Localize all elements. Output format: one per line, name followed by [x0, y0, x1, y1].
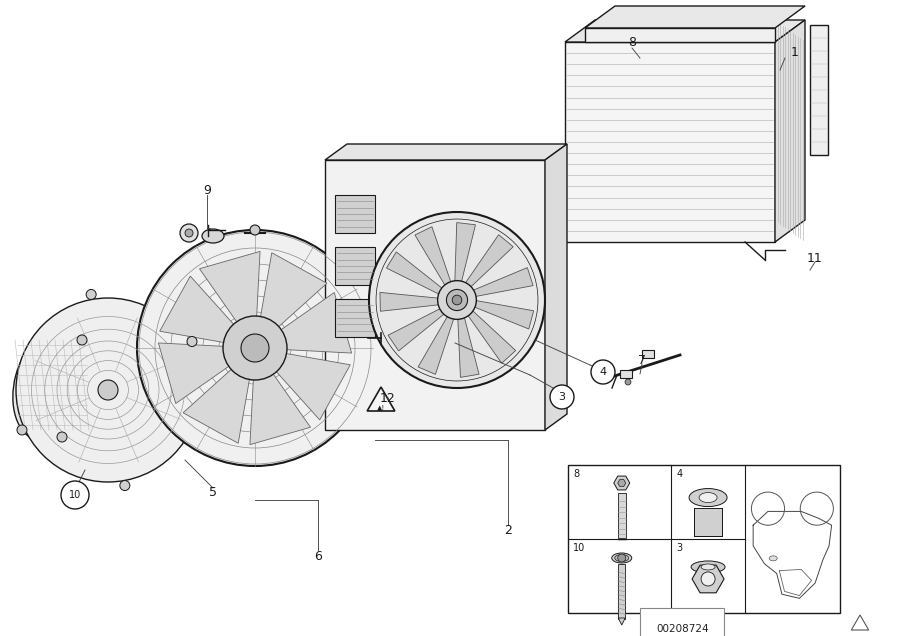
Polygon shape [418, 314, 454, 375]
Circle shape [61, 481, 89, 509]
Polygon shape [158, 343, 229, 403]
Bar [620, 370, 632, 378]
Circle shape [446, 289, 468, 310]
Text: 8: 8 [573, 469, 579, 479]
Circle shape [17, 425, 27, 435]
Polygon shape [325, 160, 545, 430]
Polygon shape [367, 387, 395, 411]
Circle shape [185, 229, 193, 237]
Text: 4: 4 [677, 469, 682, 479]
Polygon shape [617, 480, 626, 487]
Polygon shape [281, 293, 352, 353]
Polygon shape [200, 251, 260, 322]
Circle shape [701, 572, 716, 586]
Ellipse shape [615, 555, 629, 562]
Circle shape [120, 481, 130, 490]
Text: 8: 8 [628, 36, 636, 50]
Polygon shape [325, 144, 567, 160]
Polygon shape [464, 235, 513, 289]
Text: 2: 2 [504, 523, 512, 537]
Polygon shape [335, 247, 375, 285]
Polygon shape [386, 252, 445, 296]
Circle shape [137, 230, 373, 466]
Text: 4: 4 [599, 367, 607, 377]
Polygon shape [276, 354, 350, 420]
Polygon shape [250, 374, 310, 445]
Circle shape [250, 225, 260, 235]
Circle shape [77, 335, 87, 345]
Text: 10: 10 [69, 490, 81, 500]
Polygon shape [585, 6, 805, 28]
Circle shape [591, 360, 615, 384]
Polygon shape [466, 308, 516, 363]
Polygon shape [454, 223, 475, 285]
Text: ▲!: ▲! [377, 404, 385, 410]
Ellipse shape [689, 488, 727, 506]
Text: 1: 1 [791, 46, 799, 59]
Polygon shape [775, 20, 805, 242]
Text: 6: 6 [314, 550, 322, 562]
Circle shape [180, 224, 198, 242]
Circle shape [223, 316, 287, 380]
Bar [568, 465, 840, 613]
Circle shape [57, 432, 67, 442]
Polygon shape [458, 314, 479, 377]
Text: 11: 11 [807, 251, 823, 265]
Circle shape [625, 379, 631, 385]
Ellipse shape [612, 553, 632, 563]
Text: 12: 12 [380, 392, 396, 404]
Ellipse shape [691, 561, 725, 573]
Polygon shape [183, 370, 249, 443]
Ellipse shape [770, 556, 778, 561]
Polygon shape [380, 293, 442, 311]
Polygon shape [810, 25, 828, 155]
Polygon shape [471, 268, 533, 297]
Circle shape [376, 219, 538, 381]
Polygon shape [159, 276, 234, 342]
Polygon shape [545, 144, 567, 430]
Polygon shape [415, 227, 452, 288]
Text: 3: 3 [677, 543, 682, 553]
Polygon shape [565, 42, 775, 242]
Circle shape [86, 289, 96, 300]
Text: 5: 5 [209, 487, 217, 499]
Text: 9: 9 [203, 184, 211, 197]
Polygon shape [614, 476, 630, 490]
Polygon shape [335, 299, 375, 337]
Circle shape [98, 380, 118, 400]
Polygon shape [618, 618, 626, 625]
Text: 7: 7 [638, 354, 646, 366]
Bar [642, 350, 654, 358]
Bar [694, 508, 722, 536]
Circle shape [452, 295, 462, 305]
Ellipse shape [699, 492, 717, 502]
Polygon shape [472, 300, 534, 329]
Circle shape [437, 280, 476, 319]
Text: 3: 3 [559, 392, 565, 402]
Circle shape [617, 554, 626, 562]
Ellipse shape [13, 329, 91, 441]
Bar [618, 564, 626, 619]
Text: 00208724: 00208724 [656, 624, 708, 634]
Circle shape [241, 334, 269, 362]
Polygon shape [585, 28, 775, 42]
Text: 10: 10 [573, 543, 585, 553]
Polygon shape [335, 195, 375, 233]
Circle shape [369, 212, 545, 388]
Circle shape [187, 336, 197, 347]
Ellipse shape [701, 564, 716, 570]
Polygon shape [565, 20, 805, 42]
Circle shape [550, 385, 574, 409]
Ellipse shape [202, 229, 224, 243]
Bar [617, 493, 626, 538]
Circle shape [16, 298, 200, 482]
Polygon shape [261, 252, 327, 327]
Polygon shape [388, 307, 446, 351]
Polygon shape [692, 565, 724, 593]
